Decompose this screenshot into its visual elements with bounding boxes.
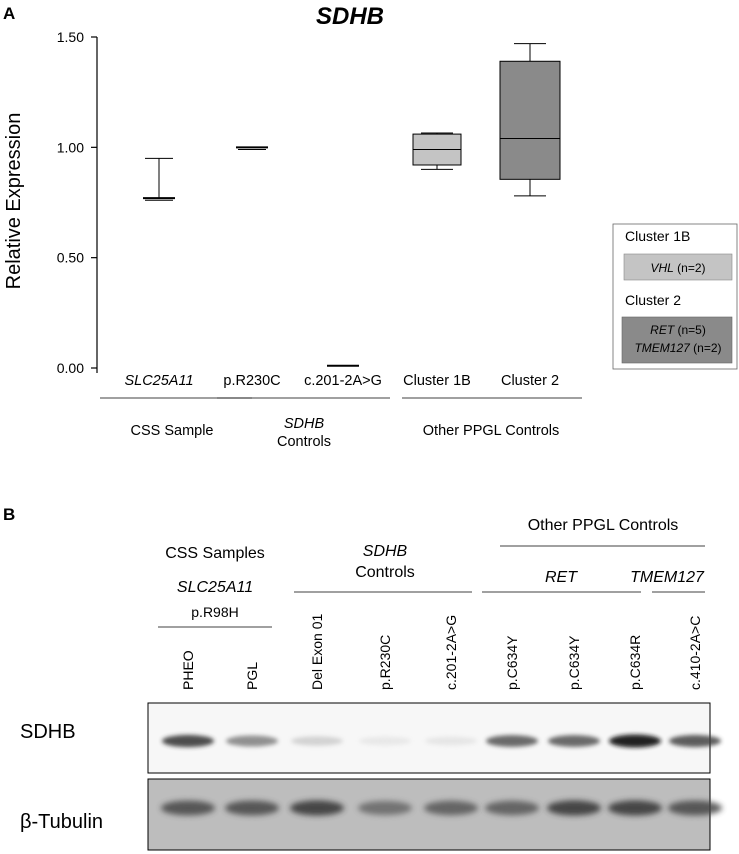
tubulin-band <box>608 800 662 816</box>
sdhb-band <box>486 735 538 747</box>
header-ret: RET <box>545 569 578 586</box>
legend-swatch-1b <box>623 253 733 281</box>
y-tick-label: 1.50 <box>57 29 84 45</box>
header-slc25a11: SLC25A11 <box>177 579 253 596</box>
y-tick-label: 0.00 <box>57 360 84 376</box>
sdhb-band <box>162 734 214 748</box>
group-label-sdhb-2: Controls <box>277 434 331 450</box>
legend-title-2: Cluster 2 <box>625 292 681 308</box>
legend-swatch-2 <box>621 316 733 364</box>
y-ticks: 0.00 0.50 1.00 1.50 <box>57 29 97 376</box>
lane-labels: PHEO PGL Del Exon 01 p.R230C c.201-2A>G p.C63… <box>180 614 703 690</box>
lane-label: c.201-2A>G <box>443 615 459 690</box>
sdhb-band <box>609 734 661 748</box>
legend-n-tmem: (n=2) <box>690 341 722 355</box>
lane-label: PHEO <box>180 650 196 690</box>
y-tick-label: 0.50 <box>57 250 84 266</box>
box-4 <box>412 132 462 170</box>
sdhb-band <box>669 735 721 747</box>
sdhb-band <box>359 736 411 746</box>
tubulin-bands <box>161 800 722 816</box>
header-css-samples: CSS Samples <box>165 545 265 562</box>
sdhb-band <box>548 735 600 747</box>
group-label-sdhb-1: SDHB <box>284 416 325 432</box>
tubulin-band <box>161 800 215 816</box>
box-5 <box>499 43 561 197</box>
x-category-label: Cluster 1B <box>403 373 471 389</box>
legend-entry-ret: RET (n=5) <box>650 323 706 337</box>
x-category-label: p.R230C <box>223 373 280 389</box>
x-category-labels: SLC25A11 p.R230C c.201-2A>G Cluster 1B Clust… <box>124 373 559 389</box>
box-rect <box>499 60 561 180</box>
chart-title: SDHB <box>316 3 384 30</box>
lane-label: p.C634R <box>627 635 643 690</box>
header-sdhb: SDHB <box>363 543 408 560</box>
x-category-label: c.201-2A>G <box>304 373 382 389</box>
header-controls: Controls <box>355 564 415 581</box>
panel-a-label: A <box>3 4 15 23</box>
x-category-label: Cluster 2 <box>501 373 559 389</box>
legend-gene-tmem: TMEM127 <box>634 341 691 355</box>
box-1 <box>143 157 175 201</box>
blot-tubulin <box>147 778 722 851</box>
tubulin-band <box>547 800 601 816</box>
sdhb-band <box>425 736 477 746</box>
y-axis-label: Relative Expression <box>3 113 25 290</box>
legend-entry-1b: VHL (n=2) <box>650 261 705 275</box>
lane-label: p.C634Y <box>566 635 582 690</box>
blot-label-sdhb: SDHB <box>20 721 76 743</box>
blot-label-tubulin: β-Tubulin <box>20 811 103 833</box>
header-other-ppgl: Other PPGL Controls <box>528 517 679 534</box>
legend-title-1b: Cluster 1B <box>625 228 690 244</box>
lane-label: PGL <box>244 662 260 690</box>
lane-label: p.C634Y <box>504 635 520 690</box>
sdhb-band <box>291 736 343 746</box>
legend-gene-ret: RET <box>650 323 676 337</box>
legend-entry-tmem: TMEM127 (n=2) <box>634 341 721 355</box>
blot-sdhb <box>147 702 721 774</box>
group-label-other: Other PPGL Controls <box>423 423 559 439</box>
tubulin-band <box>358 801 412 815</box>
sdhb-bands <box>162 734 721 748</box>
tubulin-band <box>668 800 722 816</box>
x-category-label: SLC25A11 <box>124 373 193 389</box>
tubulin-band <box>485 800 539 816</box>
tubulin-band <box>424 800 478 816</box>
tubulin-band <box>225 800 279 816</box>
legend-gene-vhl: VHL <box>650 261 673 275</box>
lane-label: p.R230C <box>377 635 393 690</box>
y-tick-label: 1.00 <box>57 139 84 155</box>
legend-n-ret: (n=5) <box>674 323 706 337</box>
lane-label: c.410-2A>C <box>687 616 703 690</box>
header-r98h: p.R98H <box>191 604 238 620</box>
tubulin-band <box>290 800 344 816</box>
sdhb-band <box>226 735 278 747</box>
group-label-css: CSS Sample <box>130 423 213 439</box>
legend: Cluster 1B VHL (n=2) Cluster 2 RET (n=5)… <box>612 223 738 370</box>
lane-label: Del Exon 01 <box>309 614 325 690</box>
plot-area <box>143 43 561 367</box>
legend-n-vhl: (n=2) <box>674 261 706 275</box>
header-tmem127: TMEM127 <box>630 569 705 586</box>
box-2 <box>236 146 268 151</box>
panel-b-label: B <box>3 505 15 524</box>
